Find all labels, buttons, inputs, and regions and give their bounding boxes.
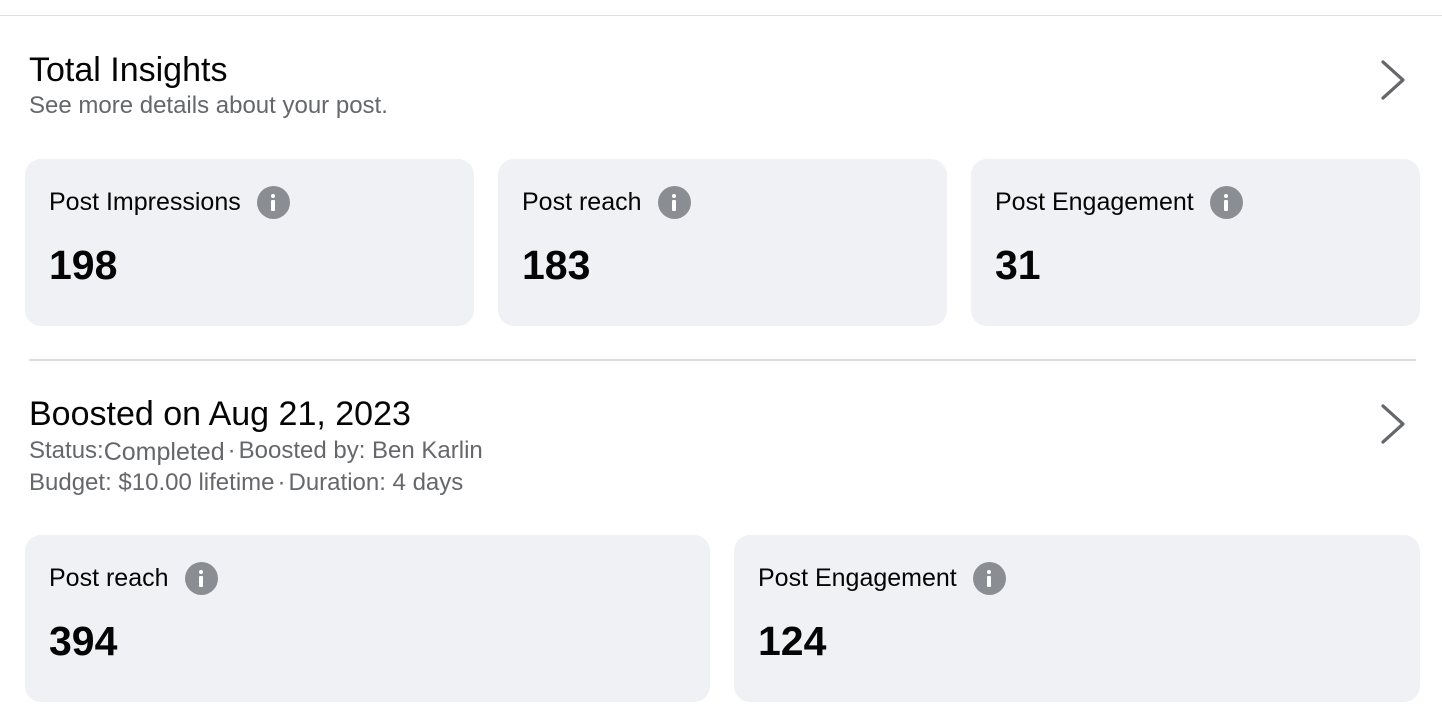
info-icon[interactable] bbox=[184, 561, 218, 595]
chevron-right-icon[interactable] bbox=[1377, 402, 1407, 446]
status-value: Completed bbox=[103, 438, 225, 466]
boosted-by: Boosted by: Ben Karlin bbox=[238, 437, 483, 464]
card-value: 394 bbox=[49, 618, 118, 664]
total-insights-header[interactable]: Total Insights See more details about yo… bbox=[29, 50, 1413, 130]
top-divider bbox=[0, 15, 1442, 16]
total-insights-title: Total Insights bbox=[29, 51, 228, 89]
card-label: Post Engagement bbox=[758, 564, 957, 592]
boost-post-engagement-card: Post Engagement 124 bbox=[734, 535, 1420, 702]
card-value: 183 bbox=[522, 242, 591, 288]
budget: Budget: $10.00 lifetime bbox=[29, 469, 275, 496]
info-icon[interactable] bbox=[256, 185, 290, 219]
boost-budget-line: Budget: $10.00 lifetime · Duration: 4 days bbox=[29, 467, 1413, 499]
section-divider bbox=[29, 359, 1416, 361]
post-engagement-card: Post Engagement 31 bbox=[971, 159, 1420, 326]
info-icon[interactable] bbox=[972, 561, 1006, 595]
card-value: 198 bbox=[49, 242, 118, 288]
card-label: Post Engagement bbox=[995, 188, 1194, 216]
post-reach-card: Post reach 183 bbox=[498, 159, 947, 326]
info-icon[interactable] bbox=[657, 185, 691, 219]
card-label: Post Impressions bbox=[49, 188, 241, 216]
boost-header[interactable]: Boosted on Aug 21, 2023 Status:Completed… bbox=[29, 394, 1413, 504]
total-insights-subtitle: See more details about your post. bbox=[29, 92, 388, 119]
info-icon[interactable] bbox=[1209, 185, 1243, 219]
separator: · bbox=[277, 469, 286, 496]
boost-post-reach-card: Post reach 394 bbox=[25, 535, 710, 702]
duration: Duration: 4 days bbox=[288, 469, 464, 496]
card-value: 31 bbox=[995, 242, 1041, 288]
post-impressions-card: Post Impressions 198 bbox=[25, 159, 474, 326]
card-value: 124 bbox=[758, 618, 827, 664]
boost-title: Boosted on Aug 21, 2023 bbox=[29, 395, 411, 433]
card-label: Post reach bbox=[522, 188, 642, 216]
status-label: Status: bbox=[29, 437, 104, 464]
separator: · bbox=[227, 437, 236, 464]
chevron-right-icon[interactable] bbox=[1377, 58, 1407, 102]
card-label: Post reach bbox=[49, 564, 169, 592]
boost-status-line: Status:Completed · Boosted by: Ben Karlin bbox=[29, 434, 1413, 467]
